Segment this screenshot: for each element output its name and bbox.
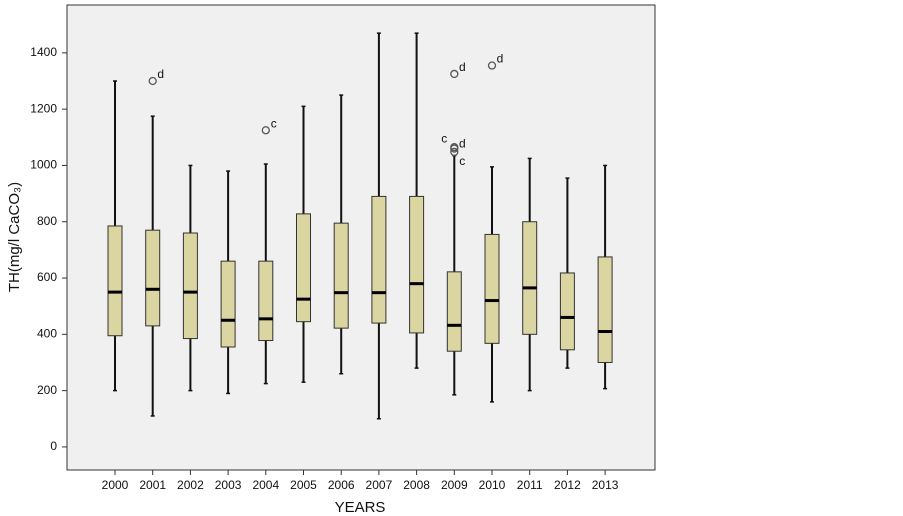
outlier-label: c — [271, 116, 277, 130]
outlier-label: d — [459, 137, 466, 151]
x-tick-label: 2011 — [517, 478, 543, 492]
outlier — [261, 126, 270, 135]
box — [296, 213, 311, 323]
box — [559, 272, 575, 351]
outlier-label: d — [497, 52, 504, 66]
x-tick-label: 2009 — [441, 478, 468, 492]
x-tick-label: 2000 — [102, 478, 129, 492]
y-tick-label: 1200 — [30, 101, 57, 115]
box — [371, 195, 387, 324]
outlier — [450, 147, 459, 157]
y-axis-title: TH(mg/l CaCO₃) — [6, 182, 23, 292]
x-tick-label: 2013 — [592, 478, 619, 492]
x-tick-label: 2010 — [479, 478, 506, 492]
x-tick-label: 2003 — [215, 478, 242, 492]
outlier — [148, 76, 157, 86]
outlier — [487, 61, 497, 70]
y-tick-label: 800 — [37, 214, 57, 228]
x-tick-label: 2007 — [366, 478, 393, 492]
outlier-label: d — [157, 67, 164, 81]
y-tick-label: 1000 — [30, 158, 57, 172]
y-tick-label: 400 — [37, 326, 57, 340]
box — [220, 260, 236, 348]
y-tick-label: 600 — [37, 270, 57, 284]
box — [409, 195, 425, 334]
outlier — [450, 144, 459, 153]
box — [333, 222, 349, 329]
x-tick-label: 2005 — [290, 478, 317, 492]
box — [484, 233, 500, 344]
x-tick-label: 2012 — [554, 478, 581, 492]
y-tick-label: 200 — [37, 383, 57, 397]
box — [258, 260, 274, 342]
box — [446, 271, 462, 352]
x-tick-label: 2001 — [139, 478, 166, 492]
x-tick-label: 2008 — [403, 478, 430, 492]
outlier-label: c — [441, 131, 447, 145]
outlier-label: c — [459, 154, 465, 168]
box — [107, 225, 123, 337]
x-tick-label: 2006 — [328, 478, 355, 492]
x-tick-label: 2002 — [177, 478, 204, 492]
outlier-label: d — [459, 60, 466, 74]
x-axis-title: YEARS — [335, 499, 386, 516]
plot-area — [66, 4, 656, 471]
box — [145, 229, 161, 327]
box — [182, 232, 198, 340]
outlier — [450, 69, 459, 79]
box — [522, 221, 538, 335]
y-tick-label: 1400 — [30, 45, 57, 59]
box — [597, 256, 613, 363]
x-tick-label: 2004 — [252, 478, 279, 492]
y-tick-label: 0 — [50, 439, 57, 453]
